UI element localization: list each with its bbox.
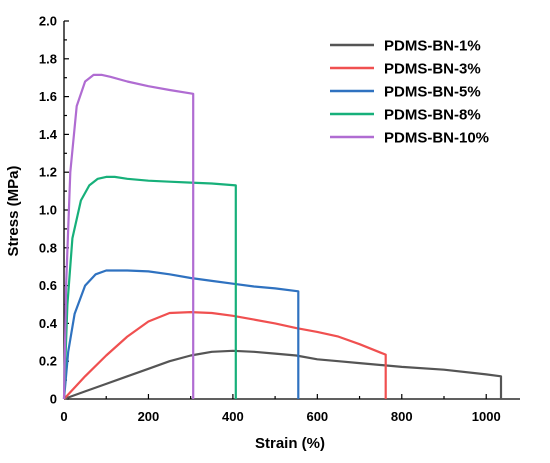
y-tick-label: 1.6: [39, 89, 57, 104]
y-tick-label: 0: [50, 392, 57, 407]
legend-label: PDMS-BN-10%: [384, 130, 489, 147]
x-tick-label: 1000: [472, 409, 501, 424]
x-tick-label: 400: [222, 409, 244, 424]
series-line-4: [62, 175, 237, 400]
series-line-1: [63, 349, 503, 401]
axes: 0 200 400 600 800 1000 0 0.2 0.4 0.6 0.8 1.0 1.2 1.4 1…: [39, 14, 520, 424]
x-axis-title: Strain (%): [255, 435, 325, 452]
x-tick-label: 600: [306, 409, 328, 424]
series-lines: [62, 73, 503, 401]
series-line-3: [62, 269, 300, 400]
y-tick-label: 1.4: [39, 127, 58, 142]
y-tick-label: 0.2: [39, 354, 57, 369]
legend: PDMS-BN-1% PDMS-BN-3% PDMS-BN-5% PDMS-BN-8%…: [330, 38, 489, 147]
series-line-2: [63, 311, 387, 400]
legend-label: PDMS-BN-8%: [384, 107, 481, 124]
series-line-5: [62, 73, 195, 400]
legend-label: PDMS-BN-3%: [384, 61, 481, 78]
y-axis-title: Stress (MPa): [5, 166, 22, 257]
legend-label: PDMS-BN-1%: [384, 38, 481, 55]
legend-label: PDMS-BN-5%: [384, 84, 481, 101]
y-tick-label: 0.4: [39, 316, 58, 331]
y-tick-label: 0.8: [39, 240, 57, 255]
x-tick-label: 800: [391, 409, 413, 424]
y-tick-label: 1.8: [39, 51, 57, 66]
y-tick-label: 1.0: [39, 203, 57, 218]
x-tick-label: 200: [138, 409, 160, 424]
x-tick-label: 0: [60, 409, 67, 424]
y-tick-label: 1.2: [39, 165, 57, 180]
y-tick-label: 2.0: [39, 14, 57, 29]
y-tick-label: 0.6: [39, 278, 57, 293]
